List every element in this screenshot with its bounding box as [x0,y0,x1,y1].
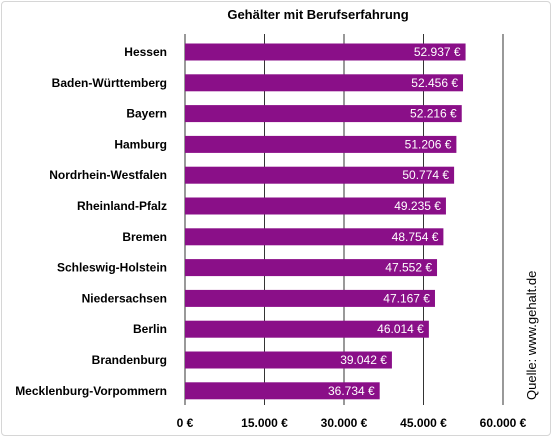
data-label: 50.774 € [402,168,449,182]
bar [185,105,462,123]
x-tick-label: 60.000 € [480,416,527,430]
category-label: Schleswig-Holstein [57,261,167,275]
bar [185,74,464,92]
bars: 52.937 € 52.456 € 52.216 € 51.206 € 50.774 €… [185,43,466,400]
data-label: 48.754 € [392,230,439,244]
bar [185,351,392,369]
x-tick-label: 45.000 € [400,416,447,430]
category-labels: Hessen Baden-Württemberg Bayern Hamburg Nord… [15,45,167,398]
category-label: Rheinland-Pfalz [77,199,167,213]
x-axis-ticks: 0 € 15.000 € 30.000 € 45.000 € 60.000 € [177,416,527,430]
bar [185,228,444,246]
bar [185,135,457,153]
data-label: 36.734 € [328,384,375,398]
category-label: Berlin [133,322,167,336]
bar [185,197,446,215]
category-label: Hamburg [114,137,167,151]
category-label: Bayern [126,107,167,121]
data-label: 39.042 € [340,353,387,367]
bar [185,166,455,184]
data-label: 47.552 € [385,261,432,275]
bar [185,382,380,400]
category-label: Niedersachsen [82,291,167,305]
data-label: 49.235 € [394,199,441,213]
category-label: Brandenburg [92,353,167,367]
x-tick-label: 0 € [177,416,194,430]
source-label: Quelle: www.gehalt.de [524,271,539,400]
category-label: Nordrhein-Westfalen [49,168,167,182]
bar [185,259,438,277]
data-label: 46.014 € [377,322,424,336]
category-label: Bremen [122,230,167,244]
data-label: 47.167 € [383,291,430,305]
gridlines [184,34,504,405]
data-label: 52.456 € [411,76,458,90]
data-label: 51.206 € [405,137,452,151]
bar [185,289,435,307]
chart-title: Gehälter mit Berufserfahrung [227,7,408,22]
bar [185,320,429,338]
category-label: Mecklenburg-Vorpommern [15,384,167,398]
category-label: Hessen [124,45,167,59]
x-tick-label: 30.000 € [321,416,368,430]
data-label: 52.216 € [410,107,457,121]
bar [185,43,466,61]
category-label: Baden-Württemberg [52,76,167,90]
x-tick-label: 15.000 € [241,416,288,430]
data-label: 52.937 € [414,45,461,59]
